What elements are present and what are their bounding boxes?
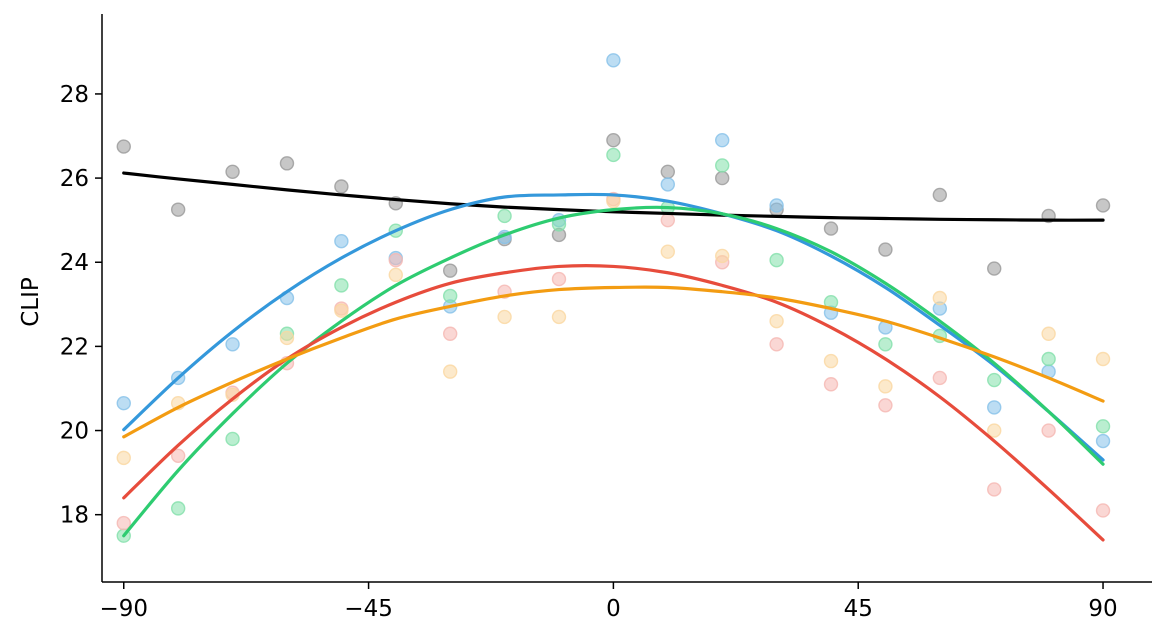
scatter-point-series-0 xyxy=(660,164,675,179)
scatter-point-series-3 xyxy=(932,370,948,386)
scatter-point-series-3 xyxy=(1095,503,1111,518)
fit-line-series-3 xyxy=(122,264,1105,542)
scatter-point-series-4 xyxy=(878,379,893,394)
fit-lines xyxy=(122,171,1105,542)
scatter-point-series-4 xyxy=(279,330,295,346)
x-tick-label: 45 xyxy=(844,596,873,622)
scatter-point-series-2 xyxy=(497,208,512,224)
scatter-point-series-3 xyxy=(551,271,567,287)
y-tick-label: 18 xyxy=(60,503,89,529)
x-tick-label: −90 xyxy=(99,596,148,622)
scatter-point-series-3 xyxy=(878,398,893,413)
scatter-point-series-4 xyxy=(769,313,784,329)
scatter-point-series-4 xyxy=(442,364,458,379)
scatter-point-series-2 xyxy=(442,288,458,304)
scatter-points xyxy=(116,53,1111,543)
scatter-point-series-3 xyxy=(170,448,186,463)
scatter-point-series-0 xyxy=(987,261,1002,276)
fit-line-series-2 xyxy=(122,205,1105,538)
scatter-point-series-0 xyxy=(334,179,349,194)
y-tick-label: 28 xyxy=(60,82,89,108)
scatter-point-series-4 xyxy=(334,303,349,318)
fit-line-series-0 xyxy=(122,171,1105,222)
scatter-point-series-2 xyxy=(170,501,186,516)
scatter-point-series-1 xyxy=(987,400,1002,415)
scatter-point-series-3 xyxy=(987,482,1002,497)
scatter-point-series-2 xyxy=(715,158,730,173)
fit-line-series-1 xyxy=(122,192,1105,462)
scatter-point-series-3 xyxy=(1041,423,1056,438)
y-tick-label: 24 xyxy=(60,250,89,276)
scatter-point-series-2 xyxy=(1095,419,1111,434)
scatter-point-series-3 xyxy=(660,212,675,228)
scatter-point-series-0 xyxy=(225,164,240,179)
scatter-point-series-0 xyxy=(715,170,730,186)
scatter-point-series-4 xyxy=(551,309,567,325)
scatter-point-series-3 xyxy=(388,252,403,268)
scatter-point-series-1 xyxy=(606,53,621,68)
scatter-point-series-1 xyxy=(660,177,675,192)
scatter-point-series-0 xyxy=(606,133,621,148)
scatter-point-series-4 xyxy=(715,248,730,264)
scatter-point-series-2 xyxy=(225,431,240,447)
scatter-point-series-4 xyxy=(987,423,1002,438)
scatter-point-series-2 xyxy=(334,278,349,293)
scatter-point-series-0 xyxy=(442,263,458,278)
x-tick-label: −45 xyxy=(344,596,393,622)
scatter-point-series-3 xyxy=(116,515,131,531)
scatter-point-series-4 xyxy=(388,267,403,283)
scatter-point-series-3 xyxy=(442,326,458,341)
scatter-point-series-0 xyxy=(823,221,839,236)
axes xyxy=(101,14,1152,583)
y-tick-label: 26 xyxy=(60,166,89,192)
scatter-point-series-4 xyxy=(116,450,131,466)
y-tick-label: 20 xyxy=(60,419,89,445)
scatter-point-series-2 xyxy=(987,372,1002,388)
y-tick-label: 22 xyxy=(60,334,89,360)
ticks: −90 −45 0 45 90 18 20 22 24 26 28 xyxy=(60,82,1118,622)
scatter-point-series-2 xyxy=(878,337,893,352)
scatter-point-series-3 xyxy=(823,377,839,392)
fit-line-series-4 xyxy=(122,285,1105,439)
scatter-point-series-0 xyxy=(116,139,131,154)
scatter-point-series-4 xyxy=(823,353,839,369)
scatter-point-series-0 xyxy=(279,156,295,171)
scatter-point-series-1 xyxy=(334,233,349,249)
scatter-point-series-1 xyxy=(225,337,240,352)
scatter-point-series-2 xyxy=(606,147,621,163)
scatter-point-series-4 xyxy=(1095,351,1111,367)
scatter-point-series-3 xyxy=(769,337,784,352)
scatter-point-series-0 xyxy=(878,242,893,257)
scatter-point-series-1 xyxy=(715,133,730,148)
scatter-point-series-4 xyxy=(497,309,512,325)
x-tick-label: 0 xyxy=(606,596,621,622)
scatter-point-series-0 xyxy=(1095,198,1111,213)
scatter-point-series-1 xyxy=(116,395,131,411)
x-tick-label: 90 xyxy=(1088,596,1117,622)
scatter-point-series-4 xyxy=(660,244,675,259)
scatter-point-series-2 xyxy=(1041,351,1056,367)
scatter-point-series-1 xyxy=(1095,433,1111,449)
scatter-point-series-0 xyxy=(170,202,186,217)
scatter-point-series-0 xyxy=(932,187,948,203)
scatter-point-series-2 xyxy=(769,252,784,268)
scatter-point-series-1 xyxy=(769,198,784,213)
scatter-point-series-4 xyxy=(932,290,948,306)
scatter-point-series-4 xyxy=(1041,326,1056,341)
y-axis-title: CLIP xyxy=(18,277,44,327)
